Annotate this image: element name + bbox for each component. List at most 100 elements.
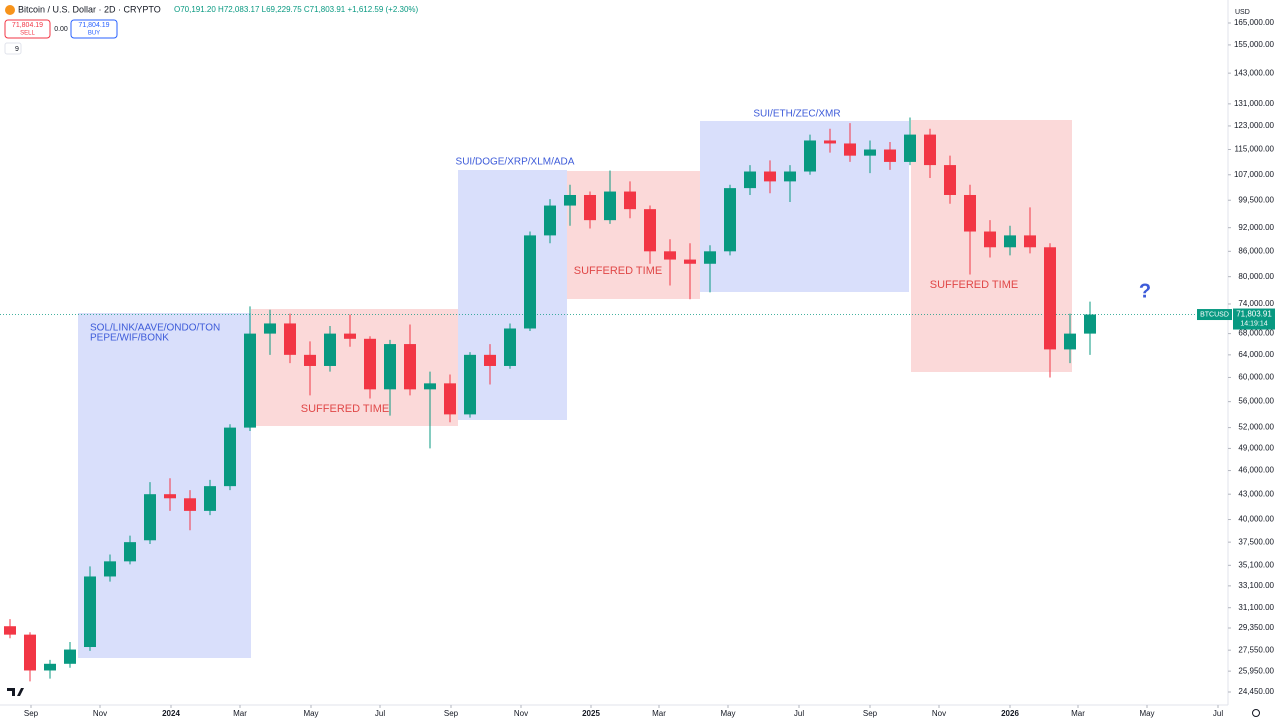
y-tick-label: 31,100.00 (1238, 603, 1274, 612)
y-tick-label: 33,100.00 (1238, 581, 1274, 590)
candle-body (204, 486, 216, 511)
y-tick-label: 29,350.00 (1238, 623, 1274, 632)
symbol: Bitcoin / U.S. Dollar · 2D · CRYPTO (18, 4, 161, 14)
candle-body (624, 191, 636, 210)
plot (0, 117, 1228, 682)
annotation: PEPE/WIF/BONK (90, 333, 169, 344)
candle-body (824, 140, 836, 144)
logo[interactable] (7, 688, 24, 696)
y-tick-label: 24,450.00 (1238, 687, 1274, 696)
x-tick-label: Mar (233, 709, 247, 718)
countdown: 14:19:14 (1240, 320, 1267, 327)
y-tick-label: 27,550.00 (1238, 645, 1274, 654)
x-tick-label: 2026 (1001, 709, 1019, 718)
annotation: SUI/ETH/ZEC/XMR (753, 109, 840, 120)
question-mark: ? (1139, 280, 1151, 302)
candle-body (4, 626, 16, 635)
candle-body (604, 191, 616, 221)
x-tick-label: Sep (444, 709, 459, 718)
buy-button[interactable] (70, 19, 118, 39)
candle-body (1004, 235, 1016, 248)
candle-body (424, 383, 436, 390)
y-tick-label: 43,000.00 (1238, 489, 1274, 498)
y-tick-label: 52,000.00 (1238, 423, 1274, 432)
candle-body (324, 333, 336, 366)
candle-body (304, 354, 316, 366)
annotation: SUI/DOGE/XRP/XLM/ADA (456, 157, 575, 168)
currency[interactable]: USD (1235, 9, 1250, 16)
annotation: SUFFERED TIME (301, 403, 389, 415)
candle-body (804, 140, 816, 172)
candle-body (344, 333, 356, 339)
x-tick-label: Nov (514, 709, 528, 718)
x-tick-label: 2025 (582, 709, 600, 718)
settings-icon[interactable] (1252, 709, 1260, 717)
sell-label: SELL (20, 31, 35, 37)
x-tick-label: May (720, 709, 735, 718)
candle-body (524, 235, 536, 329)
annotation: SOL/LINK/AAVE/ONDO/TON (90, 323, 220, 334)
candle-body (1064, 333, 1076, 350)
candle-body (884, 149, 896, 162)
candle-body (684, 259, 696, 264)
candle-body (24, 634, 36, 671)
y-tick-label: 35,100.00 (1238, 560, 1274, 569)
candle-body (644, 209, 656, 252)
candle-body (504, 328, 516, 366)
y-tick-label: 99,500.00 (1238, 195, 1274, 204)
sell-price: 71,804.19 (12, 22, 43, 29)
price-label: 71,803.91 (1236, 310, 1272, 319)
y-tick-label: 56,000.00 (1238, 397, 1274, 406)
candle-body (544, 205, 556, 236)
ohlc: O70,191.20 H72,083.17 L69,229.75 C71,803… (174, 5, 419, 14)
x-tick-label: Jul (375, 709, 385, 718)
y-tick-label: 74,000.00 (1238, 299, 1274, 308)
y-tick-label: 64,000.00 (1238, 350, 1274, 359)
candle-body (84, 576, 96, 648)
y-tick-label: 40,000.00 (1238, 515, 1274, 524)
candle-body (224, 427, 236, 487)
candle-body (764, 171, 776, 182)
candle-body (444, 383, 456, 415)
x-tick-label: 2024 (162, 709, 180, 718)
y-tick-label: 49,000.00 (1238, 444, 1274, 453)
candle-body (724, 188, 736, 252)
price-axis (1228, 0, 1280, 722)
candle-body (284, 323, 296, 355)
y-tick-label: 86,000.00 (1238, 246, 1274, 255)
candle-body (924, 134, 936, 166)
candle-body (1084, 314, 1096, 334)
candle-body (904, 134, 916, 162)
candle-body (1024, 235, 1036, 248)
candle-body (384, 344, 396, 390)
candle-body (944, 165, 956, 195)
sell-button[interactable] (4, 19, 51, 39)
x-tick-label: Nov (93, 709, 107, 718)
x-tick-label: Jul (1213, 709, 1223, 718)
candle-body (264, 323, 276, 334)
y-tick-label: 92,000.00 (1238, 223, 1274, 232)
candle-body (44, 663, 56, 671)
y-tick-label: 131,000.00 (1234, 99, 1275, 108)
candle-body (164, 494, 176, 499)
candle-body (404, 344, 416, 390)
ticker-tag (1197, 309, 1232, 321)
y-tick-label: 115,000.00 (1235, 145, 1275, 154)
y-tick-label: 107,000.00 (1234, 170, 1275, 179)
candle-body (244, 333, 256, 428)
indicators-button[interactable] (4, 42, 22, 55)
candle-body (184, 498, 196, 511)
x-tick-label: May (303, 709, 318, 718)
y-tick-label: 25,950.00 (1238, 666, 1274, 675)
y-tick-label: 123,000.00 (1234, 121, 1275, 130)
candle-body (1044, 247, 1056, 350)
y-tick-label: 60,000.00 (1238, 373, 1274, 382)
candle-body (984, 231, 996, 248)
annotation: SUFFERED TIME (930, 279, 1018, 291)
candle-body (964, 194, 976, 232)
y-tick-label: 165,000.00 (1234, 18, 1275, 27)
candle-body (484, 354, 496, 366)
